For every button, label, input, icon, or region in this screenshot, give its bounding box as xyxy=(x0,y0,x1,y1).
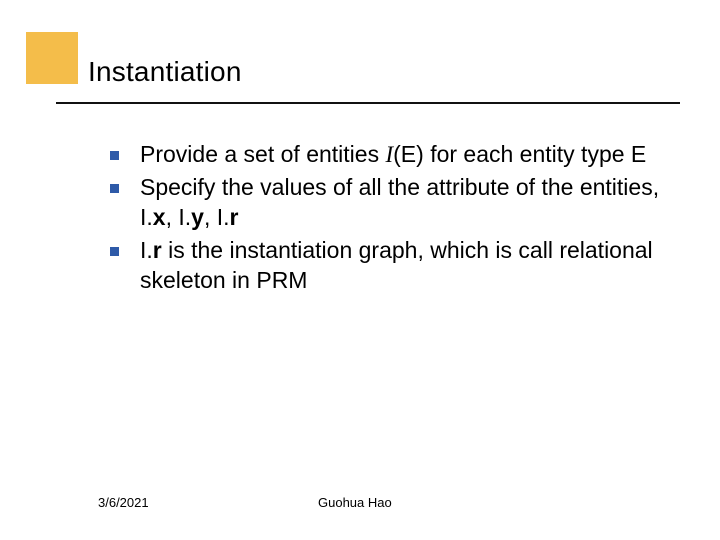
text-segment: r xyxy=(153,237,162,263)
title-underline xyxy=(56,102,680,104)
bullet-item: Provide a set of entities I(E) for each … xyxy=(110,140,670,169)
bullet-item: I.r is the instantiation graph, which is… xyxy=(110,236,670,295)
text-segment: , I. xyxy=(204,204,230,230)
bullet-item: Specify the values of all the attribute … xyxy=(110,173,670,232)
slide-body: Provide a set of entities I(E) for each … xyxy=(110,140,670,299)
text-segment: , I. xyxy=(166,204,192,230)
text-segment: (E) for each entity type E xyxy=(393,141,646,167)
text-segment: is the instantiation graph, which is cal… xyxy=(140,237,653,292)
footer-author: Guohua Hao xyxy=(318,495,392,510)
text-segment: I xyxy=(385,142,393,167)
title-wrap: Instantiation xyxy=(88,56,680,94)
slide-title: Instantiation xyxy=(88,56,680,94)
title-accent-box xyxy=(30,36,82,88)
footer-date: 3/6/2021 xyxy=(98,495,318,510)
bullet-list: Provide a set of entities I(E) for each … xyxy=(110,140,670,295)
text-segment: x xyxy=(153,204,166,230)
text-segment: Provide a set of entities xyxy=(140,141,385,167)
text-segment: I. xyxy=(140,237,153,263)
slide: Instantiation Provide a set of entities … xyxy=(0,0,720,540)
text-segment: r xyxy=(230,204,239,230)
text-segment: y xyxy=(191,204,204,230)
slide-footer: 3/6/2021 Guohua Hao xyxy=(98,495,660,510)
